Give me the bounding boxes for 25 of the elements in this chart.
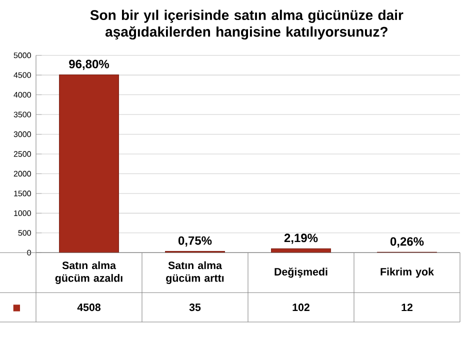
data-label: 102	[292, 304, 310, 312]
x-tick-label: Satın alma gücüm azaldı	[55, 261, 122, 284]
y-tick-label: 2000	[14, 170, 31, 177]
annotation: 2,19%	[284, 234, 318, 244]
y-tick-label: 3500	[14, 112, 31, 118]
chart-title: Son bir yıl içerisinde satın alma gücünüze dair aşağıdakilerden hangisine katılıyorsunuz?	[90, 10, 404, 40]
x-tick-label: Değişmedi	[274, 268, 328, 278]
y-tick-label: 4000	[14, 92, 31, 98]
bar	[59, 74, 119, 253]
annotation: 0,26%	[390, 237, 424, 248]
y-tick-label: 3000	[14, 131, 31, 138]
data-label: 12	[402, 304, 412, 312]
y-tick-label: 1500	[14, 190, 31, 196]
y-tick-label: 1000	[14, 210, 31, 216]
y-tick-label: 0	[27, 250, 31, 256]
y-tick-label: 4500	[14, 72, 31, 78]
data-label: 4508	[77, 304, 101, 312]
y-tick-label: 500	[18, 230, 31, 236]
y-tick-label: 5000	[14, 52, 31, 58]
y-tick-label: 2500	[14, 151, 31, 157]
x-tick-label: Fikrim yok	[380, 268, 434, 278]
x-tick-label: Satın alma gücüm arttı	[166, 261, 224, 284]
data-label: 35	[189, 304, 201, 312]
annotation: 96,80%	[69, 60, 110, 70]
annotation: 0,75%	[178, 236, 212, 247]
